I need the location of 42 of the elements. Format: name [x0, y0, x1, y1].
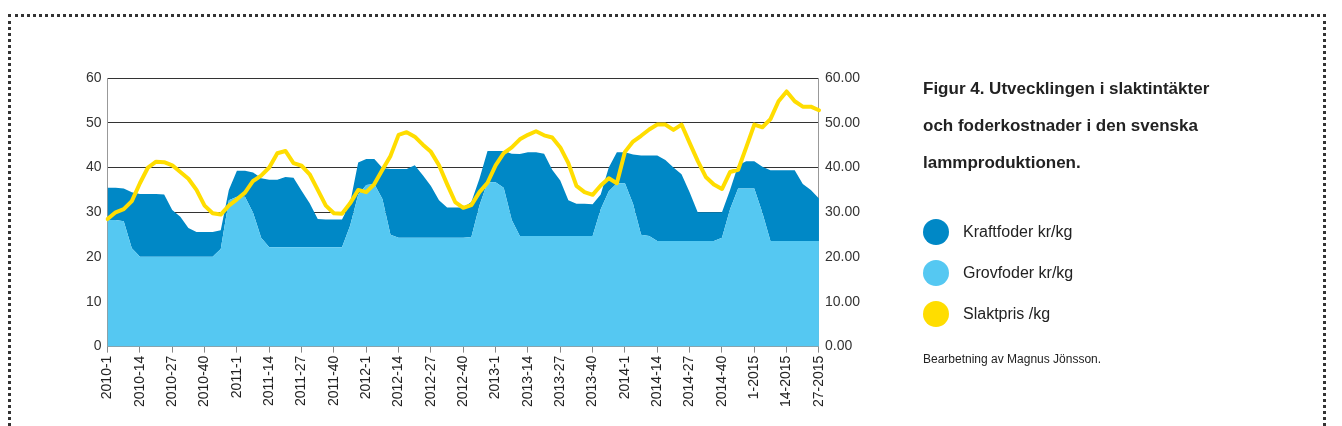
y2-tick-label: 50.00 — [824, 113, 861, 130]
text: Figur 4. Utvecklingen i slaktintäkter och foderkostnader i den svenska lammproduktionen. — [923, 78, 1211, 174]
x-tick-label: 2013-1 — [486, 355, 503, 400]
y-tick-label: 0 — [93, 337, 102, 354]
y2-tick-label: 10.00 — [824, 292, 861, 309]
x-tick-label: 2012-14 — [389, 355, 406, 408]
x-tick-label: 27-2015 — [809, 355, 826, 408]
x-tick-label: 2014-27 — [680, 355, 697, 408]
legend-label: Slaktpris /kg — [963, 304, 1051, 323]
x-tick-label: 14-2015 — [777, 355, 794, 408]
x-tick-label: 2012-40 — [454, 355, 471, 408]
x-tick-label: 2014-14 — [648, 355, 665, 408]
text: Bearbetning av Magnus Jönsson. — [923, 352, 1102, 366]
legend-label: Kraftfoder kr/kg — [963, 222, 1073, 241]
y-tick-label: 60 — [85, 68, 102, 85]
y2-tick-label: 40.00 — [824, 158, 861, 175]
x-tick-label: 2013-27 — [551, 355, 568, 408]
y-tick-label: 10 — [85, 292, 102, 309]
legend-label: Grovfoder kr/kg — [963, 263, 1074, 282]
x-tick-label: 2013-14 — [518, 355, 535, 408]
y2-tick-label: 0.00 — [824, 337, 853, 354]
x-tick-label: 2010-1 — [98, 355, 115, 400]
x-tick-label: 2013-40 — [583, 355, 600, 408]
y-tick-label: 30 — [85, 203, 102, 220]
x-tick-label: 2014-40 — [712, 355, 729, 408]
y2-tick-label: 60.00 — [824, 68, 861, 85]
y-tick-label: 50 — [85, 113, 102, 130]
x-tick-label: 2011-14 — [260, 355, 277, 406]
y-tick-label: 40 — [85, 158, 102, 175]
x-tick-label: 2014-1 — [615, 355, 632, 400]
x-tick-label: 2012-1 — [357, 355, 374, 400]
y2-tick-label: 20.00 — [824, 247, 861, 264]
x-tick-label: 1-2015 — [745, 355, 762, 400]
x-tick-label: 2010-14 — [130, 355, 147, 408]
x-tick-label: 2011-40 — [324, 355, 341, 406]
x-tick-label: 2012-27 — [421, 355, 438, 408]
x-tick-label: 2010-40 — [195, 355, 212, 408]
y2-tick-label: 30.00 — [824, 203, 861, 220]
y-tick-label: 20 — [85, 247, 102, 264]
x-tick-label: 2011-27 — [292, 355, 309, 406]
x-tick-label: 2010-27 — [163, 355, 180, 408]
x-tick-label: 2011-1 — [227, 355, 244, 399]
